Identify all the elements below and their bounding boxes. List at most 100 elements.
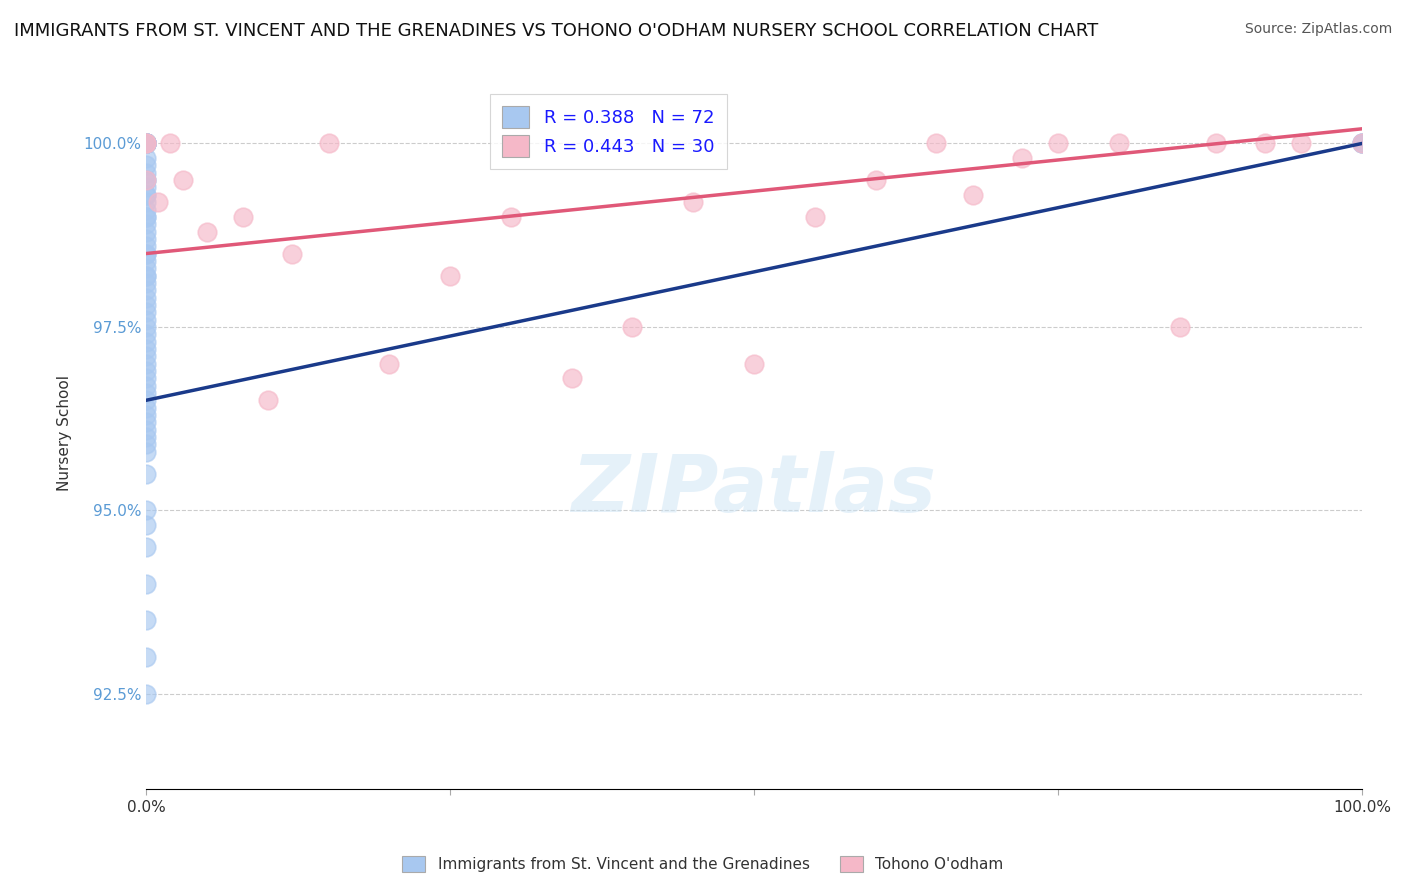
Point	[135, 305, 157, 319]
Point	[135, 401, 157, 415]
Point	[135, 180, 157, 194]
Point	[135, 430, 157, 444]
Point	[135, 187, 157, 202]
Point	[1108, 136, 1130, 151]
Point	[135, 246, 157, 260]
Point	[135, 393, 157, 408]
Point	[135, 312, 157, 326]
Point	[318, 136, 340, 151]
Point	[561, 371, 583, 385]
Point	[135, 217, 157, 231]
Text: ZIPatlas: ZIPatlas	[572, 451, 936, 529]
Point	[1205, 136, 1227, 151]
Point	[135, 349, 157, 363]
Text: Source: ZipAtlas.com: Source: ZipAtlas.com	[1244, 22, 1392, 37]
Point	[1047, 136, 1070, 151]
Point	[135, 268, 157, 283]
Point	[135, 173, 157, 187]
Point	[135, 444, 157, 458]
Point	[742, 357, 765, 371]
Point	[135, 232, 157, 246]
Point	[135, 225, 157, 239]
Point	[256, 393, 278, 408]
Point	[135, 136, 157, 151]
Point	[135, 136, 157, 151]
Point	[135, 518, 157, 533]
Point	[135, 136, 157, 151]
Point	[135, 136, 157, 151]
Point	[135, 467, 157, 481]
Point	[135, 246, 157, 260]
Point	[135, 342, 157, 356]
Point	[135, 291, 157, 305]
Point	[135, 327, 157, 342]
Point	[135, 298, 157, 312]
Point	[1351, 136, 1374, 151]
Point	[135, 159, 157, 173]
Point	[135, 136, 157, 151]
Point	[135, 364, 157, 378]
Point	[135, 576, 157, 591]
Point	[865, 173, 887, 187]
Point	[962, 187, 984, 202]
Point	[135, 136, 157, 151]
Legend: R = 0.388   N = 72, R = 0.443   N = 30: R = 0.388 N = 72, R = 0.443 N = 30	[489, 94, 727, 169]
Point	[499, 210, 522, 224]
Point	[1289, 136, 1312, 151]
Point	[135, 357, 157, 371]
Point	[135, 319, 157, 334]
Point	[135, 540, 157, 554]
Point	[135, 136, 157, 151]
Point	[135, 187, 157, 202]
Point	[682, 195, 704, 210]
Point	[135, 253, 157, 268]
Point	[135, 136, 157, 151]
Point	[135, 687, 157, 701]
Legend: Immigrants from St. Vincent and the Grenadines, Tohono O'odham: Immigrants from St. Vincent and the Gren…	[395, 848, 1011, 880]
Point	[135, 268, 157, 283]
Point	[135, 210, 157, 224]
Point	[135, 334, 157, 349]
Point	[1168, 319, 1191, 334]
Point	[135, 136, 157, 151]
Point	[135, 408, 157, 422]
Point	[1011, 151, 1033, 165]
Point	[621, 319, 644, 334]
Point	[172, 173, 194, 187]
Point	[135, 261, 157, 276]
Point	[1351, 136, 1374, 151]
Point	[135, 195, 157, 210]
Point	[195, 225, 218, 239]
Point	[135, 386, 157, 401]
Point	[135, 136, 157, 151]
Point	[378, 357, 401, 371]
Point	[135, 503, 157, 517]
Point	[135, 276, 157, 290]
Point	[135, 136, 157, 151]
Point	[135, 136, 157, 151]
Point	[804, 210, 827, 224]
Point	[135, 378, 157, 392]
Point	[135, 614, 157, 628]
Point	[135, 173, 157, 187]
Point	[135, 650, 157, 665]
Point	[148, 195, 170, 210]
Point	[135, 136, 157, 151]
Point	[135, 423, 157, 437]
Text: IMMIGRANTS FROM ST. VINCENT AND THE GRENADINES VS TOHONO O'ODHAM NURSERY SCHOOL : IMMIGRANTS FROM ST. VINCENT AND THE GREN…	[14, 22, 1098, 40]
Point	[135, 210, 157, 224]
Y-axis label: Nursery School: Nursery School	[58, 376, 72, 491]
Point	[159, 136, 181, 151]
Point	[135, 151, 157, 165]
Point	[925, 136, 948, 151]
Point	[135, 136, 157, 151]
Point	[135, 283, 157, 297]
Point	[1351, 136, 1374, 151]
Point	[1254, 136, 1277, 151]
Point	[281, 246, 304, 260]
Point	[135, 136, 157, 151]
Point	[135, 415, 157, 429]
Point	[439, 268, 461, 283]
Point	[135, 371, 157, 385]
Point	[135, 136, 157, 151]
